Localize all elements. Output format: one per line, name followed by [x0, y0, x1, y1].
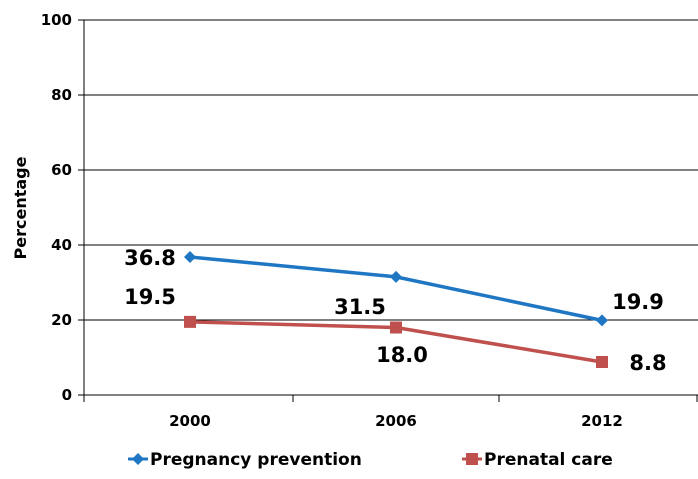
y-tick-labels: 0 20 40 60 80 100	[41, 11, 84, 404]
data-point	[390, 321, 402, 334]
data-label: 8.8	[629, 351, 666, 375]
legend-label: Pregnancy prevention	[150, 450, 362, 470]
data-label: 18.0	[376, 343, 428, 367]
data-point	[390, 270, 402, 283]
series-group	[184, 251, 608, 368]
y-tick-label: 80	[51, 86, 72, 104]
data-point	[596, 356, 608, 368]
y-tick-label: 100	[41, 11, 72, 29]
legend-marker	[466, 453, 478, 465]
legend-label: Prenatal care	[484, 450, 613, 470]
data-label: 19.5	[124, 285, 176, 309]
data-label: 19.9	[612, 290, 664, 314]
y-tick-label: 60	[51, 161, 72, 179]
data-point	[184, 251, 196, 263]
y-axis-title: Percentage	[11, 156, 30, 259]
x-tick-label: 2000	[169, 412, 211, 430]
data-point	[184, 315, 196, 328]
series-line	[189, 255, 603, 323]
x-tick-label: 2006	[375, 412, 417, 430]
x-tick-labels: 2000 2006 2012	[83, 395, 698, 430]
y-tick-label: 0	[62, 386, 72, 404]
axes	[83, 20, 698, 396]
y-tick-label: 40	[51, 236, 72, 254]
data-label: 36.8	[124, 246, 176, 270]
data-label: 31.5	[334, 295, 386, 319]
x-tick-label: 2012	[581, 412, 623, 430]
legend-marker	[132, 453, 144, 465]
legend: Pregnancy prevention Prenatal care	[128, 450, 613, 470]
data-point	[596, 314, 608, 327]
data-labels: 36.8 31.5 19.9 19.5 18.0 8.8	[124, 246, 667, 375]
y-tick-label: 20	[51, 311, 72, 329]
